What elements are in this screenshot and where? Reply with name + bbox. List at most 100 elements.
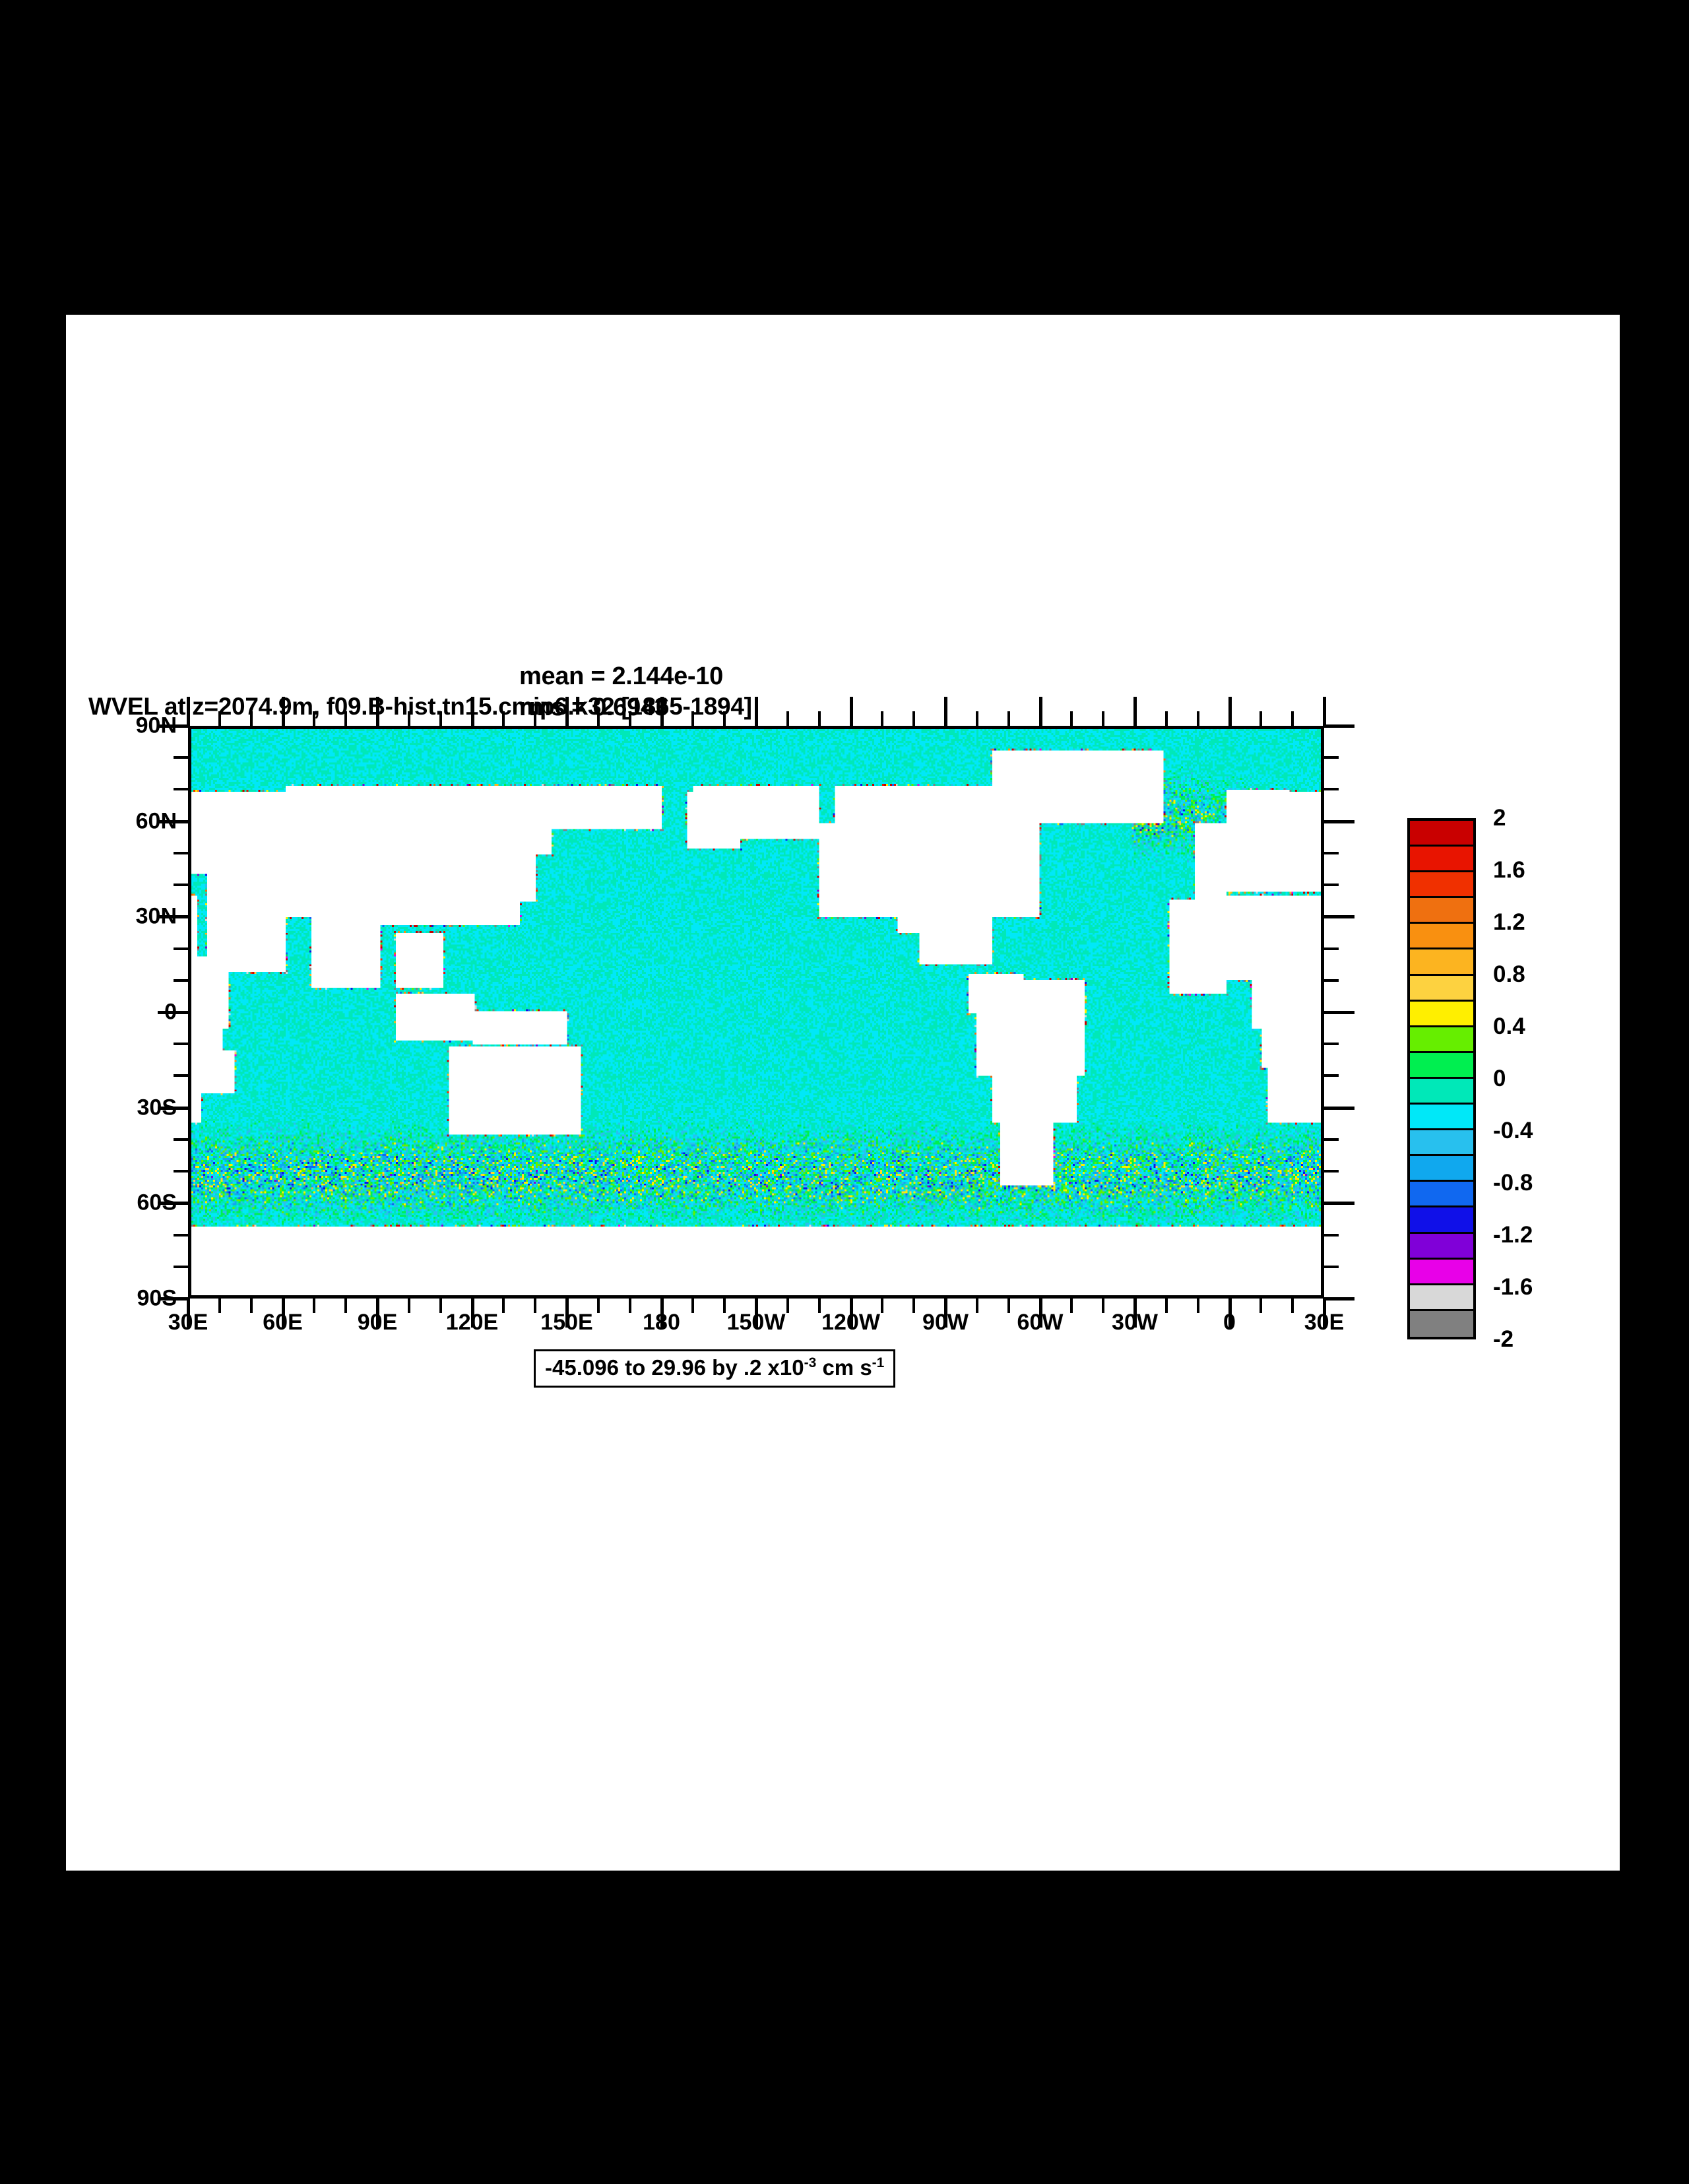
colorbar-band	[1410, 924, 1473, 950]
x-minor-tick	[344, 1299, 348, 1313]
y-axis-label: 30N	[135, 903, 177, 929]
colorbar-tick-label: -2	[1493, 1326, 1514, 1352]
x-minor-tick	[881, 1299, 884, 1313]
x-major-tick	[849, 697, 853, 726]
x-minor-tick	[313, 1299, 316, 1313]
y-axis-label: 90S	[137, 1285, 177, 1311]
x-minor-tick	[1007, 711, 1010, 726]
y-axis-label: 0	[164, 999, 177, 1025]
x-minor-tick	[1007, 1299, 1010, 1313]
colorbar-band	[1410, 872, 1473, 899]
x-major-tick	[565, 1299, 569, 1328]
colorbar-tick-label: -0.4	[1493, 1118, 1533, 1143]
colorbar-tick-label: -1.6	[1493, 1274, 1533, 1300]
x-major-tick	[1133, 697, 1137, 726]
y-minor-tick	[174, 979, 188, 982]
x-minor-tick	[439, 1299, 442, 1313]
x-major-tick	[281, 697, 285, 726]
y-major-tick	[1324, 915, 1354, 919]
x-minor-tick	[596, 711, 600, 726]
colorbar-band	[1410, 821, 1473, 847]
units-caption: -45.096 to 29.96 by .2 x10-3 cm s-1	[534, 1349, 896, 1388]
x-minor-tick	[975, 711, 978, 726]
y-major-tick	[158, 724, 188, 728]
x-minor-tick	[439, 711, 442, 726]
x-axis-label: 150E	[540, 1310, 593, 1335]
x-minor-tick	[218, 1299, 221, 1313]
colorbar-band	[1410, 1052, 1473, 1079]
x-minor-tick	[502, 1299, 505, 1313]
x-minor-tick	[1291, 711, 1294, 726]
x-minor-tick	[249, 711, 253, 726]
x-axis-label: 90E	[357, 1310, 398, 1335]
x-minor-tick	[344, 711, 348, 726]
x-minor-tick	[1102, 711, 1105, 726]
y-major-tick	[1324, 724, 1354, 728]
x-major-tick	[944, 1299, 947, 1328]
x-minor-tick	[218, 711, 221, 726]
x-major-tick	[470, 1299, 474, 1328]
y-major-tick	[158, 1202, 188, 1205]
y-minor-tick	[174, 851, 188, 854]
x-axis-label: 60E	[263, 1310, 303, 1335]
x-minor-tick	[1070, 711, 1073, 726]
colorbar-tick-label: 1.6	[1493, 857, 1525, 883]
colorbar-tick-label: 0	[1493, 1066, 1506, 1091]
x-minor-tick	[723, 1299, 726, 1313]
y-major-tick	[158, 1011, 188, 1014]
x-major-tick	[660, 697, 664, 726]
x-major-tick	[755, 1299, 758, 1328]
x-major-tick	[376, 697, 379, 726]
colorbar-tick-label: 0.8	[1493, 961, 1525, 987]
x-minor-tick	[817, 1299, 821, 1313]
colorbar-tick-label: 2	[1493, 805, 1506, 831]
x-minor-tick	[249, 1299, 253, 1313]
y-minor-tick	[174, 1138, 188, 1141]
y-minor-tick	[174, 756, 188, 759]
x-minor-tick	[1070, 1299, 1073, 1313]
y-axis-label: 90N	[135, 713, 177, 738]
colorbar-band	[1410, 898, 1473, 924]
y-minor-tick	[174, 1265, 188, 1268]
x-major-tick	[470, 697, 474, 726]
x-minor-tick	[1102, 1299, 1105, 1313]
y-minor-tick	[174, 1170, 188, 1173]
map-plot-frame[interactable]	[188, 726, 1324, 1299]
colorbar-band	[1410, 1027, 1473, 1053]
colorbar-tick-label: -0.8	[1493, 1170, 1533, 1196]
colorbar-band	[1410, 1207, 1473, 1234]
x-minor-tick	[1164, 711, 1168, 726]
colorbar[interactable]	[1407, 818, 1476, 1339]
x-major-tick	[1323, 697, 1326, 726]
x-minor-tick	[534, 1299, 537, 1313]
x-major-tick	[849, 1299, 853, 1328]
caption-range-text: -45.096 to 29.96 by .2 x10	[545, 1355, 804, 1380]
x-minor-tick	[534, 711, 537, 726]
colorbar-band	[1410, 1001, 1473, 1027]
x-minor-tick	[1291, 1299, 1294, 1313]
y-axis-label: 60S	[137, 1190, 177, 1215]
y-minor-tick	[1324, 1233, 1339, 1237]
colorbar-band	[1410, 1130, 1473, 1157]
colorbar-band	[1410, 1259, 1473, 1285]
y-minor-tick	[1324, 979, 1339, 982]
colorbar-band	[1410, 1078, 1473, 1105]
x-minor-tick	[407, 711, 410, 726]
caption-exponent-3: -3	[804, 1355, 817, 1370]
x-minor-tick	[407, 1299, 410, 1313]
x-major-tick	[1228, 697, 1232, 726]
x-minor-tick	[1259, 711, 1263, 726]
x-axis-label: 60W	[1017, 1310, 1064, 1335]
x-minor-tick	[817, 711, 821, 726]
wvel-figure: mean = 2.144e-10 rms = 0.6943 WVEL at z=…	[66, 315, 1620, 1871]
mean-statistic: mean = 2.144e-10	[519, 662, 723, 690]
x-minor-tick	[1259, 1299, 1263, 1313]
y-major-tick	[158, 819, 188, 823]
y-minor-tick	[174, 1043, 188, 1046]
x-major-tick	[1323, 1299, 1326, 1328]
x-minor-tick	[975, 1299, 978, 1313]
colorbar-band	[1410, 1105, 1473, 1131]
y-major-tick	[1324, 1011, 1354, 1014]
x-major-tick	[281, 1299, 285, 1328]
ocean-field-heatmap[interactable]	[191, 729, 1321, 1295]
